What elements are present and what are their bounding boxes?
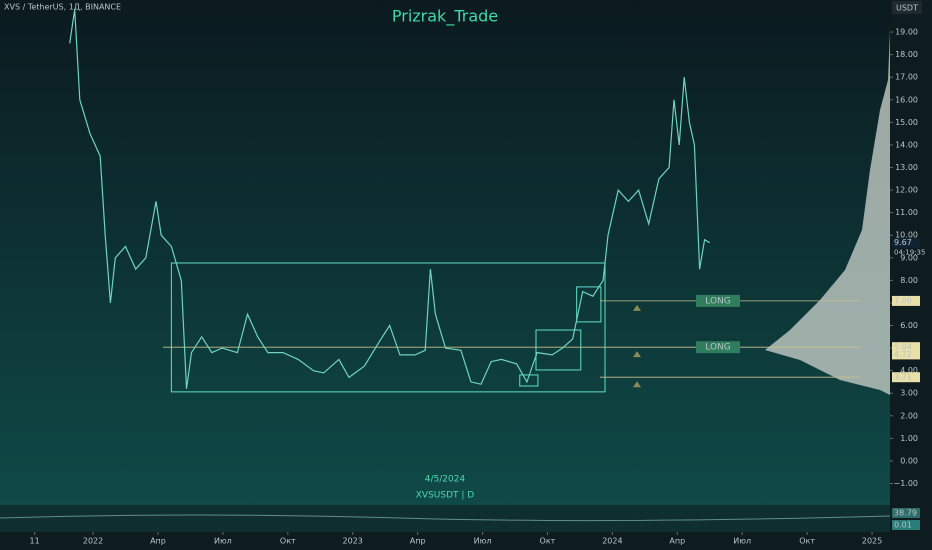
plot-background [0, 0, 890, 505]
range-box [170, 262, 606, 393]
price-line [69, 9, 711, 389]
price-tag-label: 4.72 [894, 350, 912, 359]
y-tick-label: −1.00 [893, 479, 918, 488]
x-tick-label: 11 [30, 537, 40, 546]
ticker: XVSUSDT | D [416, 491, 475, 501]
long-arrow [633, 381, 641, 388]
y-tick-label: 14.00 [895, 140, 918, 149]
y-tick-label: 10.00 [895, 231, 918, 240]
x-tick-label: Июл [733, 537, 751, 546]
price-tag [892, 342, 920, 353]
currency-badge [892, 1, 922, 14]
price-tag-label: 9.67 [894, 238, 912, 247]
y-tick-label: 12.00 [895, 186, 918, 195]
price-tag-label: 5.04 [894, 343, 912, 352]
x-tick-label: Окт [799, 537, 815, 546]
y-tick-label: 18.00 [895, 50, 918, 59]
x-tick-label: Окт [540, 537, 556, 546]
x-tick-label: 2025 [862, 537, 882, 546]
y-tick-label: 3.00 [900, 389, 918, 398]
y-tick-label: 17.00 [895, 73, 918, 82]
price-tag [892, 295, 920, 306]
indicator-line [0, 514, 891, 522]
x-tick-label: Окт [280, 537, 296, 546]
y-tick-label: 1.00 [900, 434, 918, 443]
y-tick-label: 11.00 [895, 208, 918, 217]
x-tick-label: 2023 [343, 537, 363, 546]
volume-profile [765, 30, 890, 395]
price-tag-label: 7.09 [894, 296, 912, 305]
date-label: 4/5/2024 [425, 475, 466, 485]
chart-title: Prizrak_Trade [392, 7, 498, 27]
range-box [576, 286, 602, 323]
price-axis [890, 0, 932, 550]
y-tick-label: 16.00 [895, 95, 918, 104]
y-tick-label: 8.00 [900, 276, 918, 285]
price-tag [892, 237, 920, 248]
long-arrow [633, 304, 641, 311]
long-badge [696, 294, 740, 307]
price-tag-label: 3.71 [894, 373, 912, 382]
price-tag [892, 349, 920, 360]
indicator-pane [0, 505, 890, 532]
indicator-value: 0.01 [894, 521, 912, 530]
indicator-value: 38.79 [894, 509, 917, 518]
x-tick-label: 2022 [83, 537, 103, 546]
y-tick-label: 9.00 [900, 253, 918, 262]
y-tick-label: 4.00 [900, 366, 918, 375]
long-arrow [633, 351, 641, 358]
y-tick-label: 19.00 [895, 28, 918, 37]
currency: USDT [896, 4, 918, 13]
x-tick-label: Апр [150, 537, 166, 546]
y-tick-label: 0.00 [900, 456, 918, 465]
y-tick-label: 6.00 [900, 321, 918, 330]
x-tick-label: Апр [410, 537, 426, 546]
long-label: LONG [705, 296, 731, 306]
time-axis [0, 532, 890, 550]
indicator-tag [892, 520, 920, 530]
x-tick-label: Июл [474, 537, 492, 546]
countdown: 04:19:35 [894, 249, 925, 257]
indicator-tag [892, 508, 920, 518]
x-tick-label: Апр [669, 537, 685, 546]
long-label: LONG [705, 343, 731, 353]
long-badge [696, 341, 740, 354]
x-tick-label: 2024 [602, 537, 622, 546]
y-tick-label: 15.00 [895, 118, 918, 127]
symbol: XVS / TetherUS, 1Д, BINANCE [4, 3, 121, 12]
y-tick-label: 13.00 [895, 163, 918, 172]
range-box [535, 329, 582, 371]
y-tick-label: 2.00 [900, 411, 918, 420]
x-tick-label: Июл [214, 537, 232, 546]
price-tag [892, 372, 920, 383]
